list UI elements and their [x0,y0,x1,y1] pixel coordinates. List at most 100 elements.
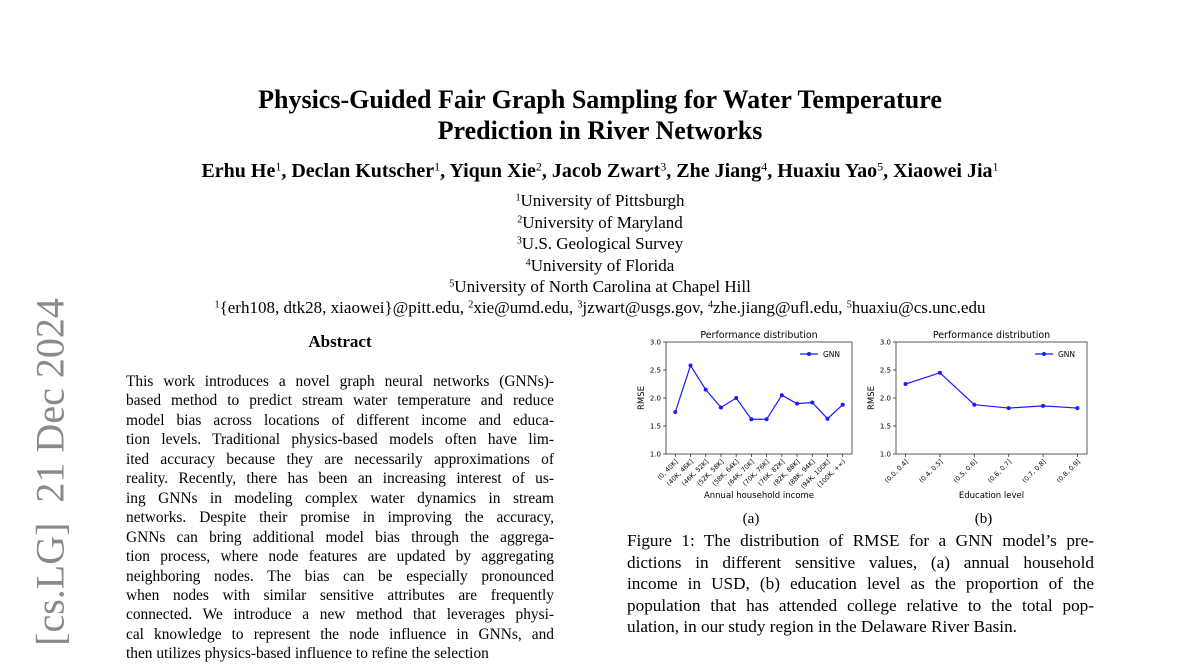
author-name: Zhe Jiang [676,160,762,182]
figure-sublabel: (b) [975,511,993,527]
x-tick-label: (0.4, 0.5] [918,458,945,485]
y-tick-label: 2.5 [880,367,891,375]
data-point [718,405,723,410]
affil-mark: 3 [516,235,522,247]
data-point [1041,403,1046,408]
data-point [840,402,845,407]
data-point [749,417,754,422]
affil-mark: 5 [449,278,455,290]
author-affil-mark: 1 [434,159,441,174]
abstract-line: neighboring nodes. The bias can be espec… [126,567,554,585]
data-point [825,416,830,421]
abstract-line: tion levels. Traditional physics-based m… [126,431,554,449]
author-affil-mark: 3 [660,159,667,174]
author: Zhe Jiang4, [676,160,777,182]
x-axis-label: Education level [959,491,1024,501]
data-point [1075,406,1080,411]
author: Declan Kutscher1, [291,160,449,182]
authors: Erhu He1, Declan Kutscher1, Yiqun Xie2, … [0,160,1200,183]
author: Erhu He1, [201,160,291,182]
abstract-heading: Abstract [308,332,372,351]
separator: , [440,160,446,182]
email-mark: 1 [214,299,220,311]
data-point [795,401,800,406]
affil-name: University of Maryland [522,212,683,232]
abstract: This work introduces a novel graph neura… [126,372,554,664]
email: 5huaxiu@cs.unc.edu [847,298,986,317]
email-text: {erh108, dtk28, xiaowei}@pitt.edu, [219,298,465,317]
abstract-line: ing GNNs in modeling complex water dynam… [126,489,554,507]
x-tick-label: (0.7, 0.8] [1021,458,1048,485]
abstract-line: ited accuracy because they are necessari… [126,450,554,468]
chart: Performance distribution RMSE Education le… [867,330,1088,527]
title-line: Prediction in River Networks [437,116,763,145]
affil-mark: 2 [517,213,523,225]
abstract-line: based method to predict stream water tem… [126,392,554,410]
author: Yiqun Xie2, [449,160,552,182]
affiliations: 1University of Pittsburgh 2University of … [0,190,1200,298]
email-mark: 2 [468,299,474,311]
affiliation: 3U.S. Geological Survey [0,233,1200,255]
x-axis-label: Annual household income [704,491,814,501]
caption-line: dictions in different sensitive values, … [627,552,1094,572]
data-point [673,410,678,414]
data-point [937,370,942,375]
affiliation: 1University of Pittsburgh [0,190,1200,212]
separator: , [883,160,889,182]
author-name: Declan Kutscher [291,160,435,182]
author-affil-mark: 5 [877,159,884,174]
figure-sublabel: (a) [743,511,760,527]
title-line: Physics-Guided Fair Graph Sampling for W… [258,85,942,114]
author-affil-mark: 1 [992,159,999,174]
affiliation: 4University of Florida [0,255,1200,277]
y-tick-label: 1.0 [880,451,891,459]
data-point [903,382,908,386]
author-name: Erhu He [201,160,276,182]
data-point [764,417,769,422]
email-text: jzwart@usgs.gov, [582,298,704,317]
abstract-line: connected. We introduce a new method tha… [126,606,554,624]
email-text: huaxiu@cs.unc.edu [851,298,986,317]
email-mark: 3 [577,299,583,311]
y-tick-label: 3.0 [880,339,891,347]
email: 2xie@umd.edu, [468,298,573,317]
email: 4zhe.jiang@ufl.edu, [708,298,843,317]
separator: , [767,160,773,182]
title: Physics-Guided Fair Graph Sampling for W… [0,84,1200,146]
email-text: xie@umd.edu, [473,298,574,317]
abstract-line: reality. Recently, there has been an inc… [126,470,554,488]
affil-name: U.S. Geological Survey [521,234,684,253]
data-point [703,387,708,392]
email-text: zhe.jiang@ufl.edu, [713,298,843,317]
abstract-line: cal knowledge to represent the node infl… [126,625,554,643]
y-tick-label: 2.0 [880,395,891,403]
email-mark: 4 [707,299,714,311]
caption-line: population that has attended college rel… [627,595,1094,615]
abstract-line: This work introduces a novel graph neura… [126,373,554,390]
data-point [779,393,784,398]
author: Xiaowei Jia1 [893,160,998,182]
caption-line: income in USD, (b) education level as th… [627,574,1094,594]
emails: 1{erh108, dtk28, xiaowei}@pitt.edu, 2xie… [0,298,1200,318]
abstract-line: then utilizes physics-based influence to… [126,645,489,663]
chart-title: Performance distribution [700,330,817,341]
x-tick-label: (0.8, 0.9] [1055,458,1082,485]
author: Jacob Zwart3, [552,160,676,182]
data-point [1006,406,1011,411]
figure-caption: Figure 1: The distribution of RMSE for a… [627,530,1094,638]
separator: , [541,160,547,182]
affiliation: 2University of Maryland [0,212,1200,234]
abstract-line: when nodes with similar sensitive attrib… [126,586,554,604]
arxiv-stamp: [cs.LG] 21 Dec 2024 [27,298,73,646]
legend-marker [1042,352,1046,356]
affil-mark: 4 [525,256,531,268]
author-affil-mark: 1 [275,159,282,174]
author-name: Xiaowei Jia [893,160,993,182]
x-tick-label: (0.0, 0.4] [883,458,910,485]
email: 1{erh108, dtk28, xiaowei}@pitt.edu, [215,298,465,317]
legend-label: GNN [823,350,840,359]
x-tick-label: (0.6, 0.7] [986,458,1013,485]
data-point [734,396,739,400]
affiliation: 5University of North Carolina at Chapel … [0,276,1200,298]
abstract-line: GNNs can bring additional model bias thr… [126,528,554,546]
